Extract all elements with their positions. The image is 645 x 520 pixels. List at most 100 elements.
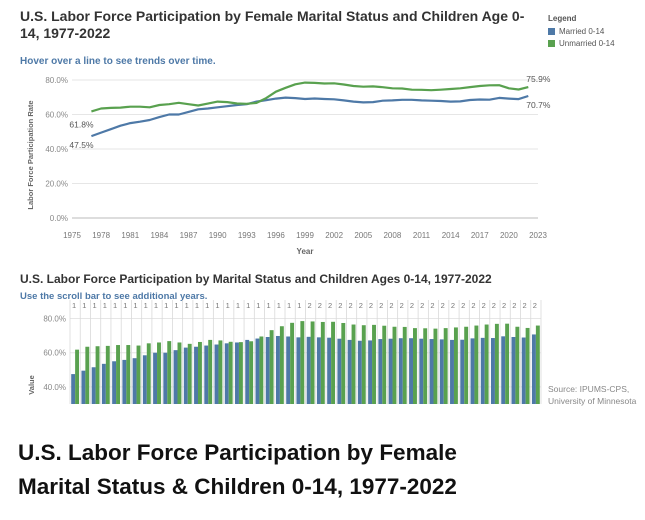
legend-label-married: Married 0-14 bbox=[559, 27, 605, 36]
bar-unmarried bbox=[341, 322, 346, 404]
column-header-label: 2 bbox=[389, 301, 393, 310]
x-tick-label: 2005 bbox=[354, 231, 372, 240]
bar-married bbox=[388, 338, 393, 404]
x-tick-label: 1981 bbox=[121, 231, 139, 240]
y-tick-label: 60.0% bbox=[45, 111, 68, 120]
start-label-married: 47.5% bbox=[69, 140, 94, 150]
bar-unmarried bbox=[116, 345, 120, 404]
column-header-label: 1 bbox=[72, 301, 76, 310]
column-header-label: 1 bbox=[123, 301, 127, 310]
x-tick-label: 1996 bbox=[267, 231, 285, 240]
bar-unmarried bbox=[177, 342, 182, 404]
bar-married bbox=[235, 342, 239, 404]
bar-y-tick-label: 60.0% bbox=[43, 349, 66, 358]
bar-unmarried bbox=[361, 325, 366, 404]
column-header-label: 1 bbox=[154, 301, 158, 310]
column-header-label: 2 bbox=[318, 301, 322, 310]
x-tick-label: 2023 bbox=[529, 231, 547, 240]
caption: U.S. Labor Force Participation by Female… bbox=[18, 436, 628, 504]
legend-item-unmarried[interactable]: Unmarried 0-14 bbox=[548, 39, 615, 48]
bar-unmarried bbox=[238, 342, 243, 404]
bar-married bbox=[214, 344, 219, 404]
bar-unmarried bbox=[228, 341, 233, 404]
bar-unmarried bbox=[310, 321, 315, 404]
bar-unmarried bbox=[433, 328, 438, 404]
column-header-label: 1 bbox=[113, 301, 117, 310]
bar-unmarried bbox=[525, 327, 530, 404]
bar-unmarried bbox=[505, 323, 510, 404]
bar-married bbox=[275, 335, 280, 404]
bar-married bbox=[419, 338, 424, 404]
caption-line-1: U.S. Labor Force Participation by Female bbox=[18, 440, 457, 465]
bottom-chart-subtitle: Use the scroll bar to see additional yea… bbox=[20, 291, 208, 302]
x-tick-label: 2020 bbox=[500, 231, 518, 240]
bar-married bbox=[204, 345, 209, 404]
bar-unmarried bbox=[382, 325, 387, 404]
bar-unmarried bbox=[279, 326, 284, 404]
column-header-label: 2 bbox=[482, 301, 486, 310]
bar-unmarried bbox=[197, 341, 202, 404]
legend[interactable]: Legend Married 0-14 Unmarried 0-14 bbox=[548, 14, 615, 51]
bar-unmarried bbox=[413, 328, 417, 404]
line-chart[interactable]: 0.0% 20.0% 40.0% 60.0% 80.0% 1975 1978 1981 1984… bbox=[0, 0, 645, 270]
column-header-label: 1 bbox=[195, 301, 199, 310]
bar-married bbox=[491, 338, 495, 404]
bar-y-tick-label: 80.0% bbox=[43, 315, 66, 324]
bar-married bbox=[122, 359, 127, 404]
bar-married bbox=[460, 339, 465, 404]
bar-unmarried bbox=[535, 325, 540, 404]
column-header-label: 2 bbox=[451, 301, 455, 310]
bar-unmarried bbox=[167, 341, 172, 404]
x-tick-label: 2014 bbox=[442, 231, 460, 240]
column-header-label: 2 bbox=[410, 301, 414, 310]
x-tick-label: 2002 bbox=[325, 231, 343, 240]
y-tick-label: 40.0% bbox=[45, 145, 68, 154]
bottom-chart-title: U.S. Labor Force Participation by Marita… bbox=[20, 272, 492, 286]
bar-married bbox=[112, 361, 117, 404]
legend-swatch-married bbox=[548, 28, 555, 35]
column-header-label: 1 bbox=[92, 301, 96, 310]
column-header-label: 2 bbox=[338, 301, 342, 310]
x-tick-label: 2011 bbox=[413, 231, 431, 240]
bar-married bbox=[521, 337, 526, 404]
bar-unmarried bbox=[402, 326, 407, 404]
bar-married bbox=[327, 337, 332, 404]
bar-married bbox=[531, 334, 536, 404]
bar-unmarried bbox=[249, 341, 254, 404]
bar-married bbox=[316, 337, 321, 404]
bar-unmarried bbox=[259, 336, 264, 404]
column-header-label: 2 bbox=[348, 301, 352, 310]
bar-married bbox=[142, 355, 147, 404]
bar-married bbox=[71, 374, 76, 404]
column-header-label: 1 bbox=[164, 301, 168, 310]
bar-unmarried bbox=[484, 324, 489, 404]
bar-married bbox=[378, 339, 383, 404]
column-header-label: 2 bbox=[308, 301, 312, 310]
y-tick-label: 0.0% bbox=[50, 214, 68, 223]
column-header-label: 1 bbox=[133, 301, 137, 310]
bar-unmarried bbox=[126, 345, 131, 404]
x-tick-label: 1984 bbox=[150, 231, 168, 240]
bar-unmarried bbox=[269, 330, 274, 404]
column-header-label: 1 bbox=[236, 301, 240, 310]
legend-item-married[interactable]: Married 0-14 bbox=[548, 27, 615, 36]
x-tick-label: 1975 bbox=[63, 231, 81, 240]
column-header-label: 2 bbox=[533, 301, 537, 310]
bar-unmarried bbox=[494, 323, 499, 404]
bar-married bbox=[153, 352, 158, 404]
column-header-label: 1 bbox=[82, 301, 86, 310]
column-header-label: 1 bbox=[103, 301, 107, 310]
column-header-label: 2 bbox=[441, 301, 445, 310]
bar-married bbox=[429, 339, 434, 404]
bar-married bbox=[357, 340, 362, 404]
bar-unmarried bbox=[95, 346, 100, 404]
bar-married bbox=[286, 336, 291, 404]
bar-married bbox=[81, 370, 86, 404]
bar-unmarried bbox=[300, 321, 305, 404]
bar-unmarried bbox=[136, 345, 141, 404]
bar-married bbox=[194, 346, 198, 404]
column-header-label: 2 bbox=[461, 301, 465, 310]
bar-married bbox=[501, 336, 506, 404]
bar-unmarried bbox=[146, 343, 151, 404]
